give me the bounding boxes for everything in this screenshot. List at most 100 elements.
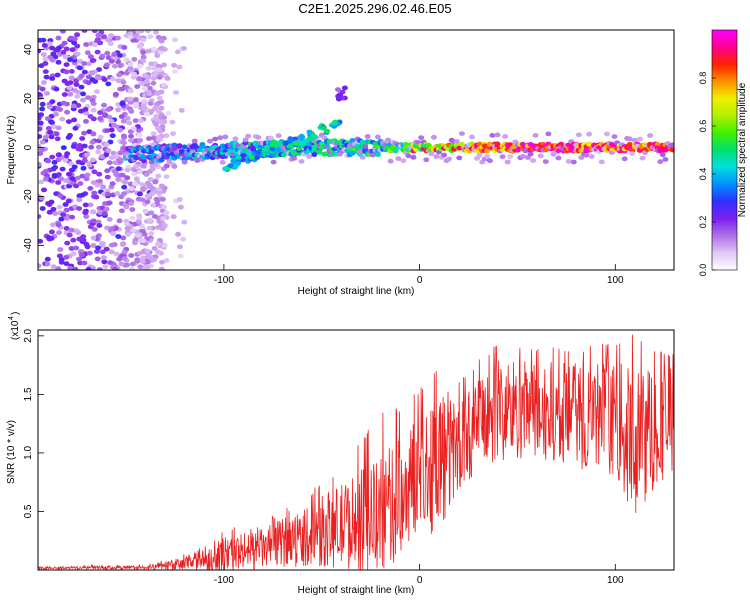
- snr-x-tick-label: -100: [214, 575, 234, 586]
- spectrogram-cell: [63, 46, 70, 52]
- spectrogram-cell: [94, 49, 101, 55]
- spectrogram-cell: [119, 101, 126, 107]
- spectrogram-cell: [42, 61, 49, 66]
- spectrogram-cell: [110, 231, 117, 237]
- spectrogram-cell: [359, 155, 366, 160]
- spectrogram-cell: [67, 35, 74, 41]
- snr-frame: [37, 329, 675, 571]
- spectrogram-cell: [157, 250, 164, 256]
- spectrogram-cell: [98, 154, 105, 160]
- spectrogram-cell: [67, 265, 74, 270]
- spectrogram-cell: [106, 160, 113, 166]
- spectrogram-cell: [158, 267, 165, 270]
- spectrogram-cell: [58, 259, 65, 265]
- spectrogram-cell: [227, 163, 234, 169]
- spectrogram-cell: [97, 110, 104, 115]
- spectrogram-cell: [232, 136, 239, 142]
- spectrogram-cell: [76, 193, 83, 199]
- spectrogram-cell: [70, 237, 77, 243]
- spectrogram-cell: [109, 76, 116, 82]
- spectrogram-cell: [291, 156, 297, 161]
- spectrogram-cell: [75, 159, 82, 165]
- spectrogram-cell: [49, 76, 56, 81]
- spectrogram-cell: [121, 140, 127, 146]
- spectrogram-cell: [245, 133, 252, 139]
- spectrogram-cell: [310, 133, 317, 139]
- spectrogram-cell: [153, 196, 160, 202]
- spectrogram-cell: [453, 139, 460, 144]
- snr-y-ticks: 0.5 1.0 1.5 2.0: [23, 328, 44, 518]
- spectrogram-cell: [43, 91, 50, 96]
- spectrogram-cell: [80, 91, 87, 97]
- spectrogram-cell: [83, 152, 90, 158]
- spectrogram-cell: [111, 63, 118, 69]
- spectrogram-cell: [118, 114, 125, 119]
- spectrogram-x-ticks: -100 0 100: [214, 264, 624, 286]
- spectrogram-cell: [69, 214, 76, 220]
- spectrogram-cell: [151, 246, 158, 251]
- spectrogram-cell: [92, 42, 98, 48]
- spectrogram-cell: [441, 152, 448, 158]
- spectrogram-cell: [54, 106, 61, 111]
- spectrogram-cell: [91, 169, 98, 175]
- spectrogram-cell: [458, 131, 465, 137]
- spectrogram-cell: [123, 57, 130, 63]
- spectrogram-cell: [53, 111, 59, 117]
- spectrogram-cell: [106, 217, 113, 222]
- colorbar: 0.0 0.2 0.4 0.6 0.8 Normalized spectral ampl…: [698, 29, 748, 276]
- spectrogram-cell: [107, 260, 114, 265]
- spectrogram-cell: [101, 259, 108, 265]
- spectrogram-cell: [90, 101, 97, 107]
- spectrogram-cell: [530, 158, 537, 164]
- spectrogram-cell: [95, 32, 102, 38]
- spectrogram-cell: [161, 242, 168, 248]
- spectrogram-cell: [127, 62, 134, 67]
- spectrogram-cell: [575, 132, 582, 138]
- spectrogram-cell: [250, 151, 257, 157]
- spectrogram-cell: [68, 246, 75, 251]
- spectrogram-cell: [38, 162, 42, 167]
- spectrogram-cell: [83, 119, 89, 124]
- spectrogram-cell: [163, 133, 170, 139]
- spectrogram-cell: [62, 54, 69, 60]
- spectrogram-cell: [140, 158, 147, 164]
- spectrogram-cell: [95, 144, 102, 150]
- spectrogram-cell: [66, 232, 73, 238]
- spectrogram-cell: [40, 80, 47, 85]
- spectrogram-cell: [374, 134, 381, 140]
- spectrogram-cell: [337, 92, 344, 97]
- chart-title: C2E1.2025.296.02.46.E05: [298, 1, 452, 16]
- spectrogram-cell: [115, 166, 122, 172]
- spectrogram-cell: [269, 142, 276, 148]
- spectrogram-cell: [101, 102, 107, 108]
- spectrogram-cell: [306, 154, 313, 159]
- spectrogram-cell: [38, 126, 43, 132]
- spectrogram-cell: [72, 266, 79, 270]
- spectrogram-cell: [39, 139, 46, 145]
- colorbar-tick-label: 0.8: [698, 72, 708, 85]
- spectrogram-cell: [121, 256, 128, 261]
- spectrogram-cell: [79, 173, 86, 179]
- spectrogram-cell: [158, 183, 165, 189]
- spectrogram-cell: [71, 40, 78, 46]
- spectrogram-cell: [46, 209, 53, 215]
- spectrogram-cell: [662, 157, 669, 162]
- spectrogram-cell: [275, 133, 282, 139]
- spectrogram-cell: [117, 127, 124, 133]
- spectrogram-cell: [230, 158, 237, 164]
- spectrogram-cell: [59, 30, 66, 34]
- spectrogram-cell: [126, 120, 133, 126]
- spectrogram-cell: [156, 67, 163, 73]
- spectrogram-cell: [51, 173, 58, 178]
- spectrogram-cell: [150, 202, 157, 208]
- spectrogram-cell: [636, 136, 643, 142]
- spectrogram-cell: [105, 81, 112, 87]
- spectrogram-cell: [598, 159, 605, 165]
- spectrogram-cell: [128, 186, 135, 192]
- spectrogram-cell: [109, 181, 116, 187]
- spectrogram-cell: [39, 101, 46, 107]
- spectrogram-cell: [54, 72, 61, 78]
- spectrogram-cell: [127, 65, 134, 71]
- spectrogram-cell: [81, 158, 88, 164]
- spectrogram-cell: [45, 158, 52, 164]
